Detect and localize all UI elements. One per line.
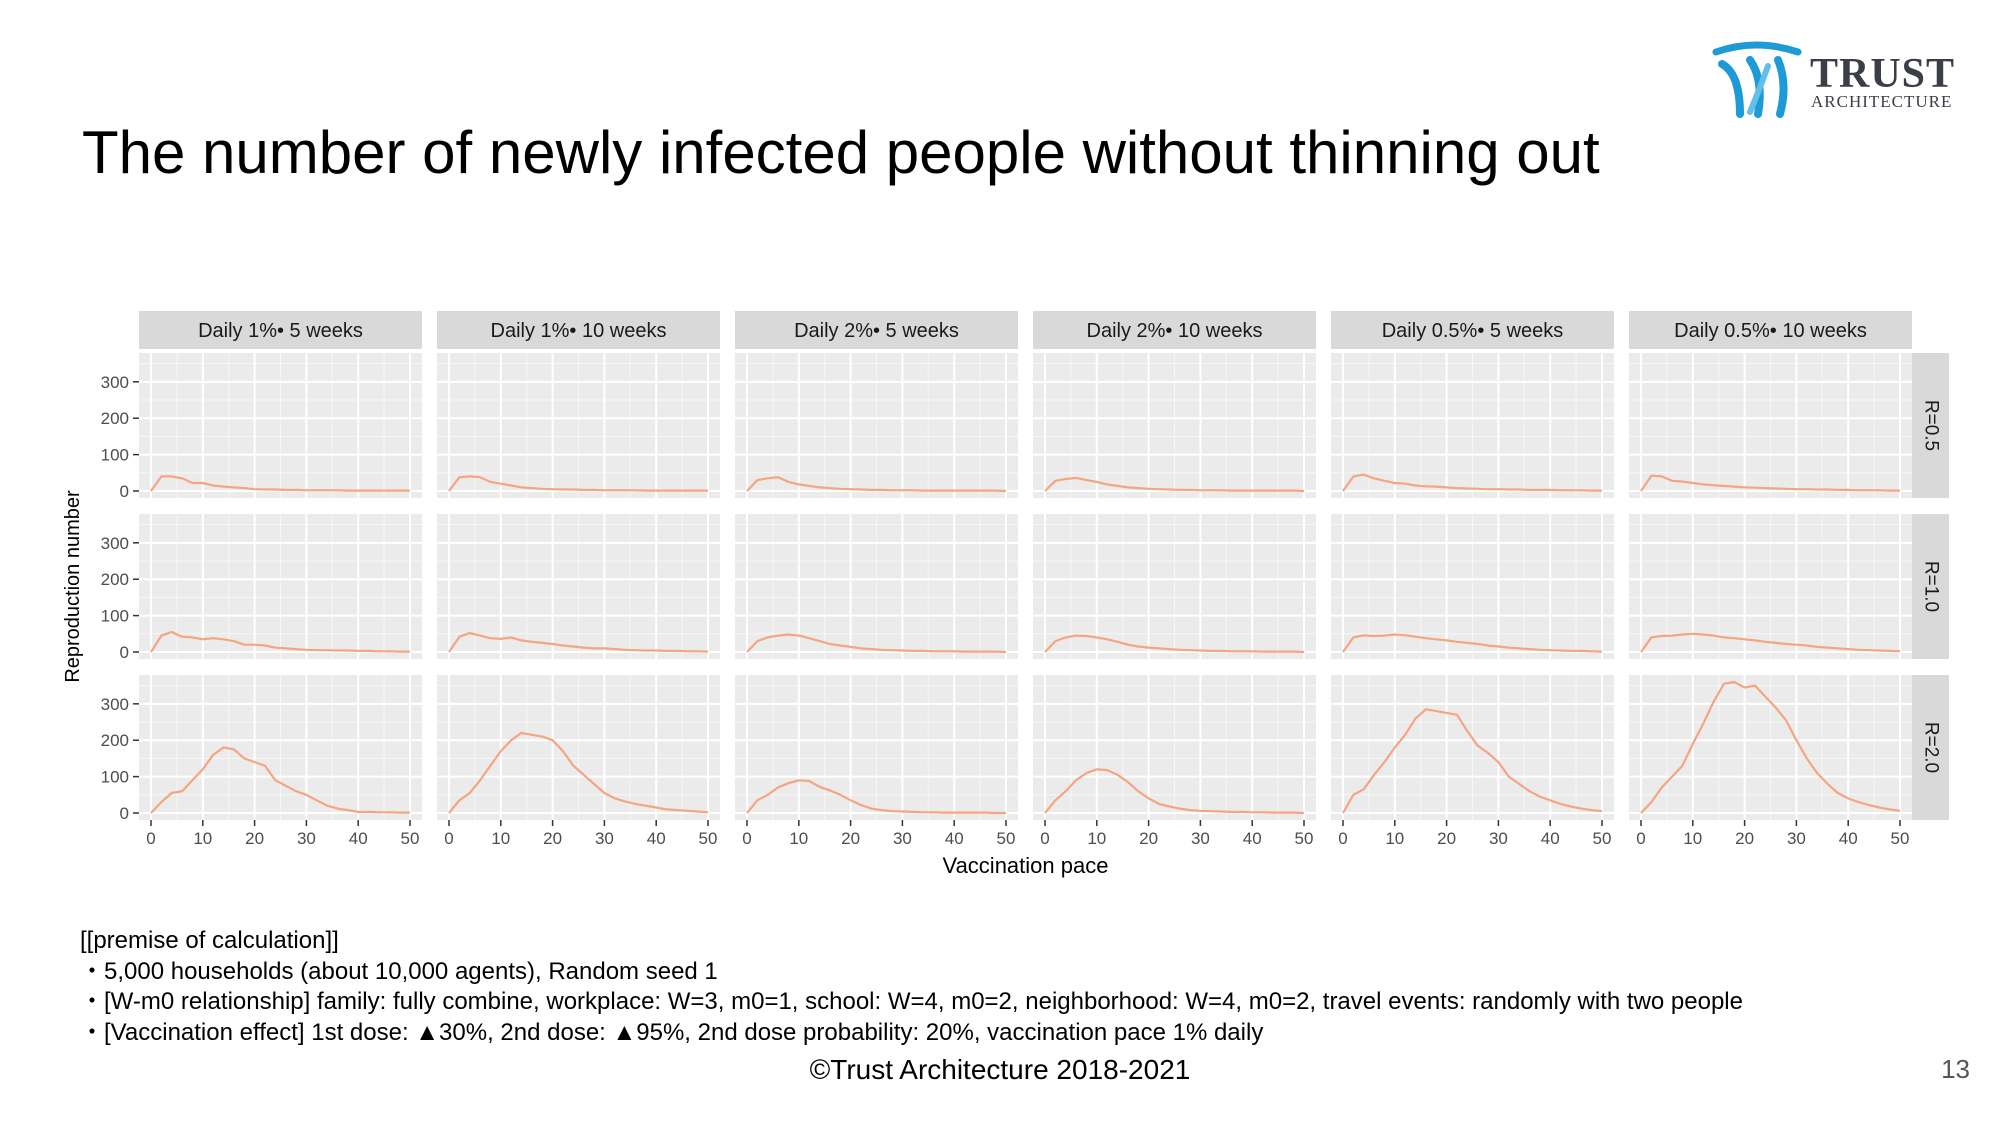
x-tick-label: 30 [1191,829,1210,848]
x-tick-label: 20 [1437,829,1456,848]
x-tick-label: 0 [742,829,751,848]
premise-notes: [[premise of calculation]] ・5,000 househ… [80,926,1743,1048]
premise-line: ・5,000 households (about 10,000 agents),… [80,957,718,985]
x-tick-label: 40 [1839,829,1858,848]
x-tick-label: 0 [1636,829,1645,848]
series-line [448,631,709,653]
x-tick-label: 10 [1087,829,1106,848]
facet-column-label: Daily 2%• 10 weeks [1087,320,1263,342]
facet-row-label: R=1.0 [1920,561,1941,612]
logo-text: TRUST [1810,51,1956,97]
x-tick-label: 10 [491,829,510,848]
x-tick-label: 50 [1593,829,1612,848]
x-tick-label: 10 [1683,829,1702,848]
facet-strip [139,311,422,349]
series-line [448,475,708,492]
logo: TRUST ARCHITECTURE [1710,40,1970,120]
series-line [1044,768,1305,815]
x-tick-label: 20 [245,829,264,848]
x-tick-label: 10 [193,829,212,848]
x-tick-label: 30 [1489,829,1508,848]
premise-line: ・[Vaccination effect] 1st dose: ▲30%, 2n… [80,1018,1264,1046]
series-line [150,630,410,653]
copyright-footer: ©Trust Architecture 2018-2021 [809,1054,1191,1085]
facet-row-label: R=2.0 [1920,722,1941,773]
x-tick-label: 10 [789,829,808,848]
x-tick-label: 50 [699,829,718,848]
y-tick-label: 100 [101,446,129,465]
y-tick-label: 100 [101,768,129,787]
facet-column-label: Daily 2%• 5 weeks [794,320,959,342]
series-line [1342,708,1603,814]
y-axis-title: Reproduction number [62,490,84,683]
series-line [746,633,1007,654]
facet-column-label: Daily 1%• 5 weeks [198,320,363,342]
x-tick-label: 30 [1787,829,1806,848]
series-line [1342,633,1603,653]
x-tick-label: 20 [543,829,562,848]
y-tick-label: 0 [120,643,129,662]
logo-subtext: ARCHITECTURE [1811,92,1953,111]
y-tick-label: 0 [120,804,129,823]
x-tick-label: 40 [1243,829,1262,848]
x-tick-label: 50 [1891,829,1910,848]
x-axis-title: Vaccination pace [943,853,1109,878]
series-line [448,731,709,814]
premise-line: ・[W-m0 relationship] family: fully combi… [80,988,1743,1015]
series-line [746,779,1006,815]
y-tick-label: 300 [101,695,129,714]
y-tick-label: 200 [101,570,129,589]
series-line [1640,632,1901,653]
x-tick-label: 20 [841,829,860,848]
x-tick-label: 40 [1541,829,1560,848]
x-tick-label: 40 [647,829,666,848]
x-tick-label: 50 [997,829,1016,848]
x-tick-label: 20 [1139,829,1158,848]
x-tick-label: 30 [595,829,614,848]
y-tick-label: 200 [101,731,129,750]
x-tick-label: 40 [349,829,368,848]
series-line [1044,634,1305,654]
series-line [150,746,410,814]
series-line [1640,680,1901,814]
x-tick-label: 0 [1338,829,1347,848]
series-line [1044,476,1305,493]
y-tick-label: 100 [101,607,129,626]
facet-column-label: Daily 0.5%• 10 weeks [1674,320,1867,342]
x-tick-label: 40 [945,829,964,848]
facet-strip [437,311,720,349]
x-tick-label: 10 [1385,829,1404,848]
y-tick-label: 300 [101,534,129,553]
series-line [1342,473,1602,492]
premise-heading: [[premise of calculation]] [80,927,339,954]
x-tick-label: 30 [893,829,912,848]
series-line [150,475,410,492]
trust-architecture-mark-icon [1712,41,1802,118]
facet-strip [1912,514,1949,659]
facet-column-label: Daily 0.5%• 5 weeks [1382,320,1564,342]
y-tick-label: 0 [120,482,129,501]
series-line [1640,474,1900,492]
facet-row-label: R=0.5 [1920,400,1941,451]
y-tick-label: 300 [101,373,129,392]
facet-column-label: Daily 1%• 10 weeks [491,320,667,342]
facet-strip [1912,353,1949,498]
x-tick-label: 0 [146,829,155,848]
x-tick-label: 0 [444,829,453,848]
x-tick-label: 20 [1735,829,1754,848]
x-tick-label: 0 [1040,829,1049,848]
facet-strip [1033,311,1316,349]
slide-title: The number of newly infected people with… [82,119,1600,186]
page-number: 13 [1941,1054,1970,1084]
x-tick-label: 50 [1295,829,1314,848]
x-tick-label: 50 [401,829,420,848]
facet-strip [735,311,1018,349]
facet-strip [1912,675,1949,820]
x-tick-label: 30 [297,829,316,848]
y-tick-label: 200 [101,409,129,428]
series-line [746,476,1007,493]
facet-strip [1331,311,1614,349]
facet-strip [1629,311,1912,349]
faceted-line-chart: Daily 1%• 5 weeks Daily 1%• 10 weeks Daily… [62,311,1949,878]
